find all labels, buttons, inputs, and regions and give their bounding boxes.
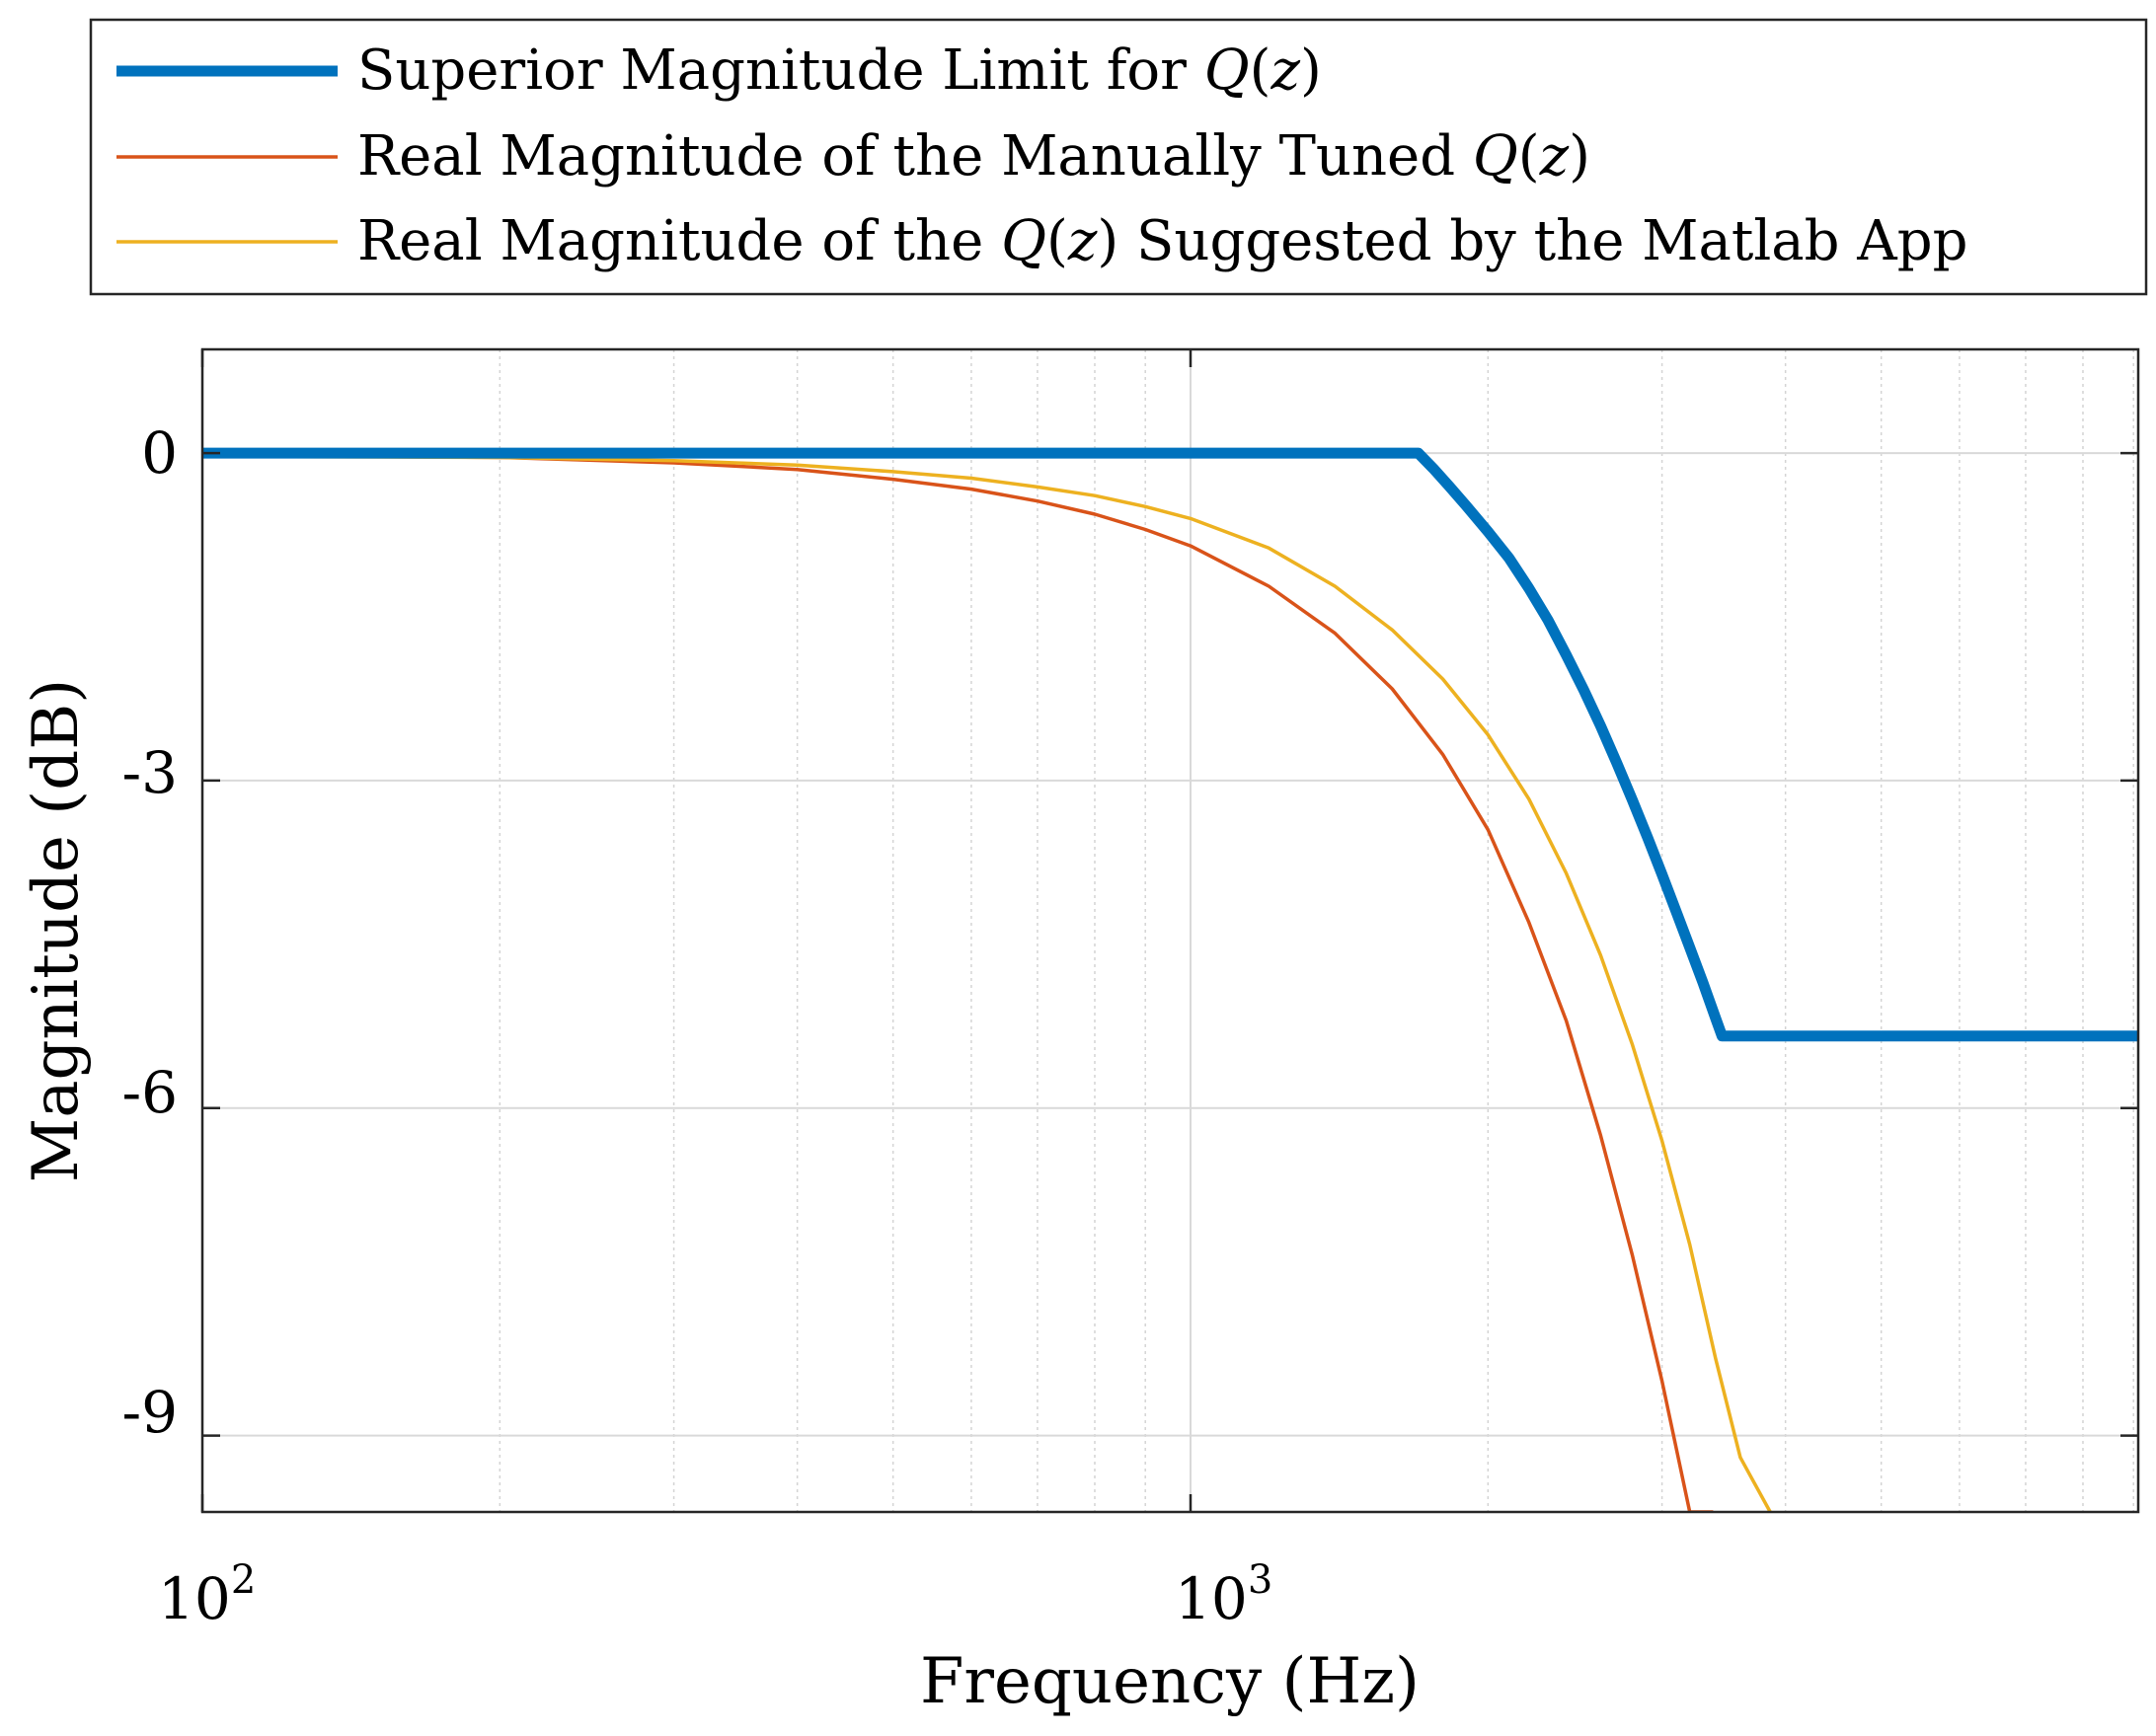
y-tick-label-0: 0 xyxy=(141,419,178,487)
series-superior-limit xyxy=(202,447,2138,1042)
legend: Superior Magnitude Limit for Q(z) Real M… xyxy=(89,18,2148,296)
y-tick-label-3: -9 xyxy=(122,1379,179,1446)
series-manual-q xyxy=(202,453,1714,1512)
grid-minor xyxy=(499,349,2134,1512)
x-axis-label: Frequency (Hz) xyxy=(920,1645,1420,1718)
legend-entry-1: Real Magnitude of the Manually Tuned Q(z… xyxy=(357,124,1590,189)
x-tick-label-0: 102 xyxy=(158,1557,256,1632)
legend-q-symbol: Q xyxy=(1204,38,1250,103)
y-axis-label: Magnitude (dB) xyxy=(20,679,93,1182)
series-layer xyxy=(202,447,2138,1512)
legend-entry-2: Real Magnitude of the Q(z) Suggested by … xyxy=(357,209,1967,273)
legend-entry-2-text: Real Magnitude of the xyxy=(357,209,1001,273)
axis-ticks xyxy=(200,349,2138,1512)
legend-entry-0-text: Superior Magnitude Limit for xyxy=(357,38,1204,103)
legend-entry-1-text: Real Magnitude of the Manually Tuned xyxy=(357,124,1473,189)
x-tick-label-1: 103 xyxy=(1175,1557,1272,1632)
y-tick-label-2: -6 xyxy=(122,1059,179,1126)
x-tick-labels: 102 103 xyxy=(158,1557,1272,1632)
legend-entry-2-suffix: Suggested by the Matlab App xyxy=(1118,209,1967,273)
grid-major xyxy=(201,349,2138,1512)
series-app-q xyxy=(202,454,1772,1512)
legend-entry-0: Superior Magnitude Limit for Q(z) xyxy=(357,38,1322,103)
legend-box xyxy=(89,18,2148,296)
y-tick-labels: 0 -3 -6 -9 xyxy=(122,419,179,1446)
plot-area xyxy=(202,349,2138,1512)
y-tick-label-1: -3 xyxy=(122,739,179,806)
axes-box xyxy=(200,347,2140,1514)
